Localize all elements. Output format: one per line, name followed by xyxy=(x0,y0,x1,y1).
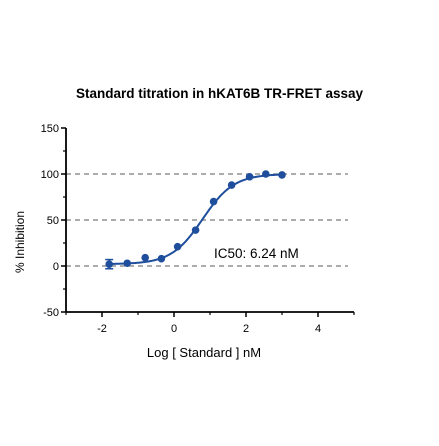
x-tick-label: -2 xyxy=(97,323,107,335)
data-point xyxy=(105,260,113,268)
data-point xyxy=(245,172,254,181)
y-tick-label: 50 xyxy=(47,215,59,227)
data-point xyxy=(141,253,149,262)
data-point xyxy=(123,259,131,268)
data-point xyxy=(209,197,218,206)
y-tick-label: 0 xyxy=(53,261,59,273)
data-point xyxy=(157,254,166,263)
y-tick-label: 100 xyxy=(41,169,59,181)
data-point xyxy=(278,171,286,179)
y-axis-label: % Inhibition xyxy=(13,211,27,273)
x-tick-label: 0 xyxy=(171,323,177,335)
y-tick-label: -50 xyxy=(43,307,59,319)
x-axis-label: Log [ Standard ] nM xyxy=(147,345,261,360)
chart-title: Standard titration in hKAT6B TR-FRET ass… xyxy=(75,86,364,101)
data-point xyxy=(173,242,182,251)
x-tick-label: 2 xyxy=(243,323,249,335)
y-tick-label: 150 xyxy=(41,123,59,135)
data-point xyxy=(227,181,236,189)
ic50-annotation: IC50: 6.24 nM xyxy=(214,246,299,261)
x-tick-label: 4 xyxy=(315,323,321,335)
data-point xyxy=(262,170,270,178)
data-point xyxy=(191,226,200,234)
